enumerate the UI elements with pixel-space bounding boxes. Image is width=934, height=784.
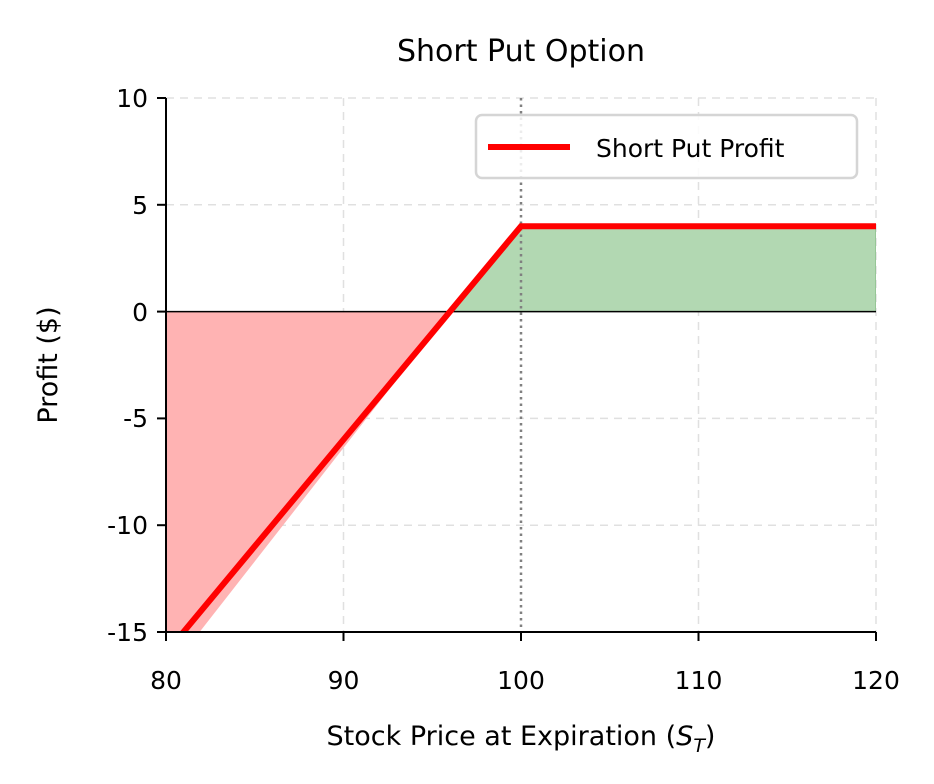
profit-fill [450, 226, 876, 312]
svg-text:10: 10 [116, 84, 148, 113]
svg-text:110: 110 [675, 666, 723, 695]
svg-text:100: 100 [497, 666, 545, 695]
legend-label: Short Put Profit [596, 134, 785, 163]
svg-text:-15: -15 [107, 618, 148, 647]
svg-text:0: 0 [132, 298, 148, 327]
x-axis-label: Stock Price at Expiration (ST) [327, 721, 716, 757]
legend: Short Put Profit [474, 113, 859, 180]
y-axis-label: Profit ($) [33, 306, 64, 423]
axes [157, 97, 877, 641]
svg-text:-5: -5 [123, 404, 148, 433]
svg-text:120: 120 [852, 666, 900, 695]
chart-title: Short Put Option [397, 34, 645, 69]
x-tick-labels: 80 90 100 110 120 [150, 666, 900, 695]
y-tick-labels: 10 5 0 -5 -10 -15 [107, 84, 148, 647]
short-put-profit-line [179, 223, 876, 632]
svg-text:5: 5 [132, 191, 148, 220]
svg-text:80: 80 [150, 666, 182, 695]
svg-text:90: 90 [328, 666, 360, 695]
loss-fill [166, 311, 450, 632]
svg-text:-10: -10 [107, 511, 148, 540]
